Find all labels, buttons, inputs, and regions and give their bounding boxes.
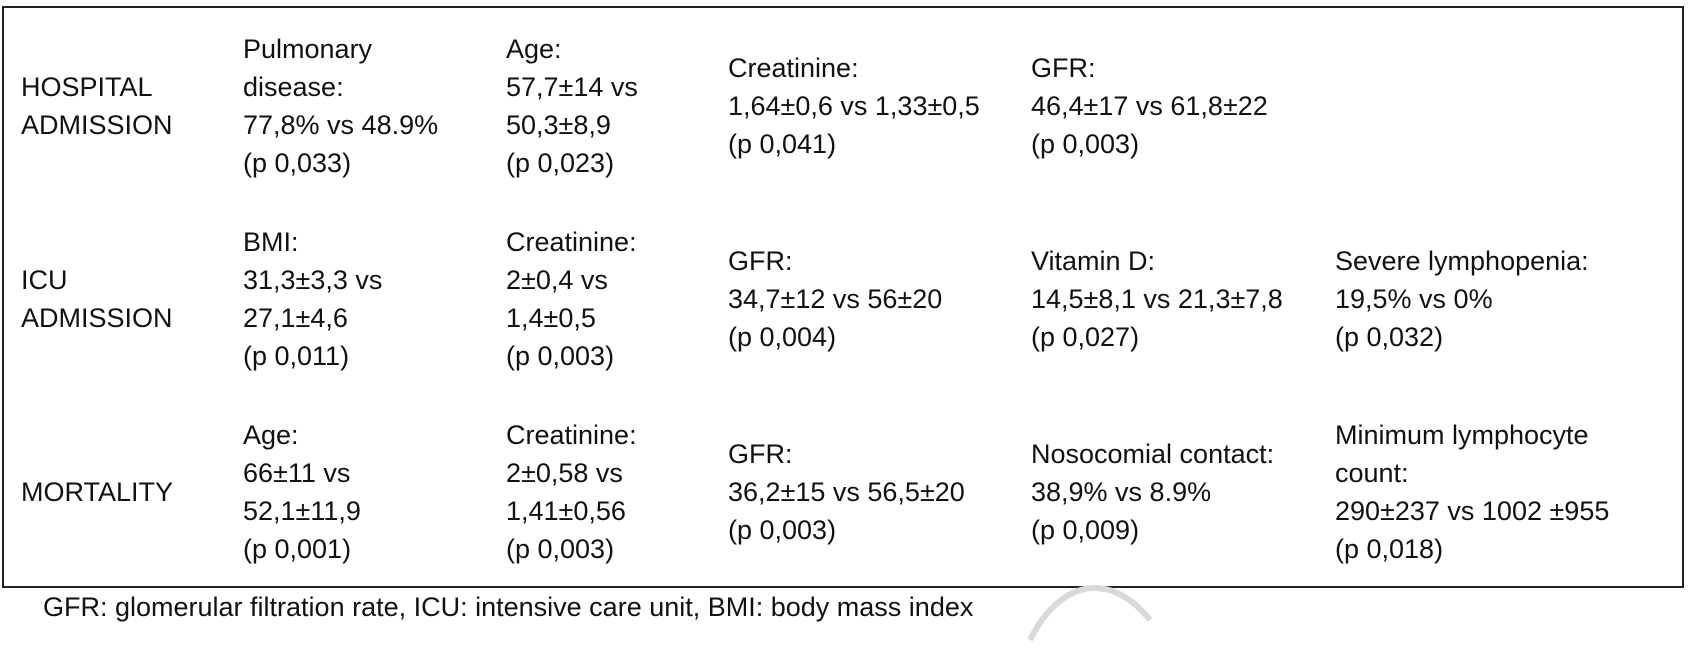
row-label: HOSPITAL ADMISSION: [21, 72, 173, 140]
table-cell: GFR: 34,7±12 vs 56±20 (p 0,004): [728, 246, 943, 352]
table-cell: Nosocomial contact: 38,9% vs 8.9% (p 0,0…: [1031, 439, 1275, 545]
table-cell: Minimum lymphocyte count: 290±237 vs 100…: [1335, 420, 1610, 564]
results-table: HOSPITAL ADMISSION Pulmonary disease: 77…: [2, 6, 1684, 588]
table-cell: Creatinine: 2±0,58 vs 1,41±0,56 (p 0,003…: [506, 420, 637, 564]
table-cell: Age: 57,7±14 vs 50,3±8,9 (p 0,023): [506, 34, 638, 178]
table-cell: GFR: 46,4±17 vs 61,8±22 (p 0,003): [1031, 53, 1268, 159]
table-cell: Severe lymphopenia: 19,5% vs 0% (p 0,032…: [1335, 246, 1589, 352]
table-footnote: GFR: glomerular filtration rate, ICU: in…: [43, 592, 974, 622]
row-label: ICU ADMISSION: [21, 265, 173, 333]
table-cell: Creatinine: 2±0,4 vs 1,4±0,5 (p 0,003): [506, 227, 637, 371]
row-label: MORTALITY: [21, 477, 174, 507]
table-cell: Creatinine: 1,64±0,6 vs 1,33±0,5 (p 0,04…: [728, 53, 980, 159]
table-cell: Age: 66±11 vs 52,1±11,9 (p 0,001): [243, 420, 361, 564]
table-cell: GFR: 36,2±15 vs 56,5±20 (p 0,003): [728, 439, 965, 545]
table-cell: BMI: 31,3±3,3 vs 27,1±4,6 (p 0,011): [243, 227, 383, 371]
table-cell: Vitamin D: 14,5±8,1 vs 21,3±7,8 (p 0,027…: [1031, 246, 1283, 352]
table-cell: Pulmonary disease: 77,8% vs 48.9% (p 0,0…: [243, 34, 439, 178]
